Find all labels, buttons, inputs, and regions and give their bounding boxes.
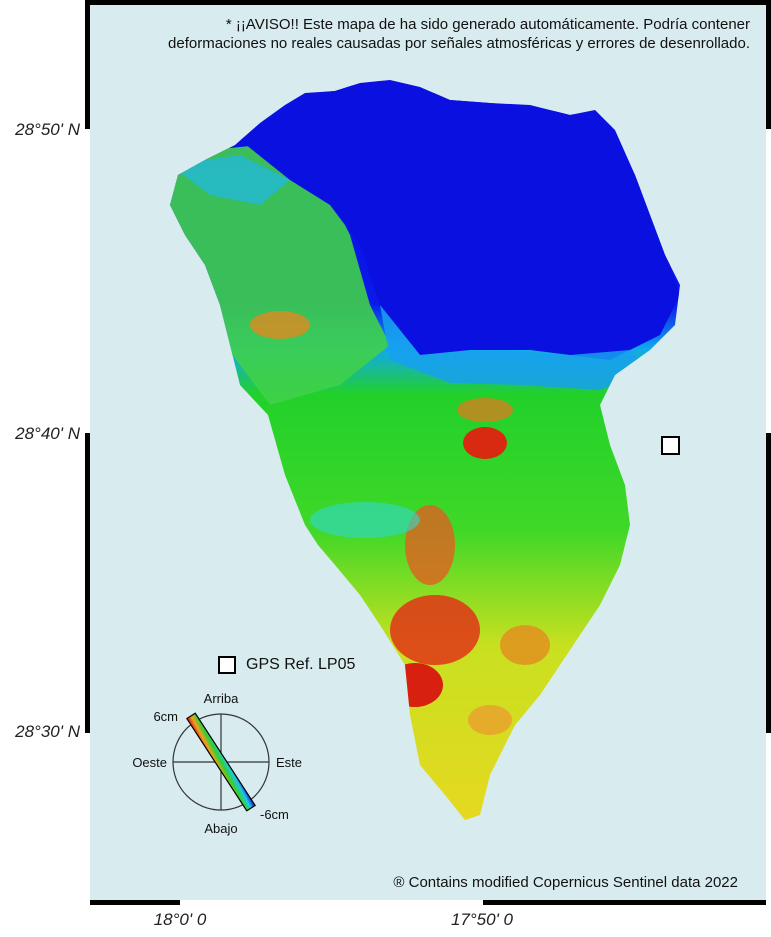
data-credit: ® Contains modified Copernicus Sentinel …: [393, 874, 738, 891]
legend-gps: GPS Ref. LP05: [218, 655, 355, 675]
gps-legend-square-icon: [218, 656, 236, 674]
compass-east-label: Este: [276, 755, 302, 770]
scale-max-label: 6cm: [153, 709, 178, 724]
map-frame: * ¡¡AVISO!! Este mapa de ha sido generad…: [85, 0, 771, 905]
gps-legend-label: GPS Ref. LP05: [246, 656, 356, 673]
color-scale-bar: [186, 712, 256, 812]
frame-tick: [766, 129, 771, 433]
warning-line-2: deformaciones no reales causadas por señ…: [168, 35, 750, 52]
frame-tick: [85, 733, 90, 905]
island-deformation-map: [170, 80, 680, 820]
compass-down-label: Abajo: [204, 821, 237, 836]
longitude-label-1800: 18°0' 0: [153, 910, 207, 929]
compass-legend: Arriba Abajo Oeste Este 6cm -6cm: [132, 691, 302, 836]
latitude-label-2850: 28°50' N: [15, 120, 80, 139]
longitude-label-1750: 17°50' 0: [450, 910, 514, 929]
frame-tick: [180, 900, 483, 905]
latitude-label-2840: 28°40' N: [15, 424, 80, 443]
gps-station-marker[interactable]: [661, 436, 680, 455]
frame-tick: [766, 733, 771, 905]
latitude-label-2830: 28°30' N: [15, 722, 80, 741]
frame-tick: [85, 129, 90, 433]
compass-up-label: Arriba: [204, 691, 239, 706]
warning-text: * ¡¡AVISO!! Este mapa de ha sido generad…: [110, 15, 750, 53]
compass-west-label: Oeste: [132, 755, 167, 770]
scale-min-label: -6cm: [260, 807, 289, 822]
warning-line-1: * ¡¡AVISO!! Este mapa de ha sido generad…: [225, 16, 750, 33]
map-area[interactable]: * ¡¡AVISO!! Este mapa de ha sido generad…: [90, 5, 766, 900]
